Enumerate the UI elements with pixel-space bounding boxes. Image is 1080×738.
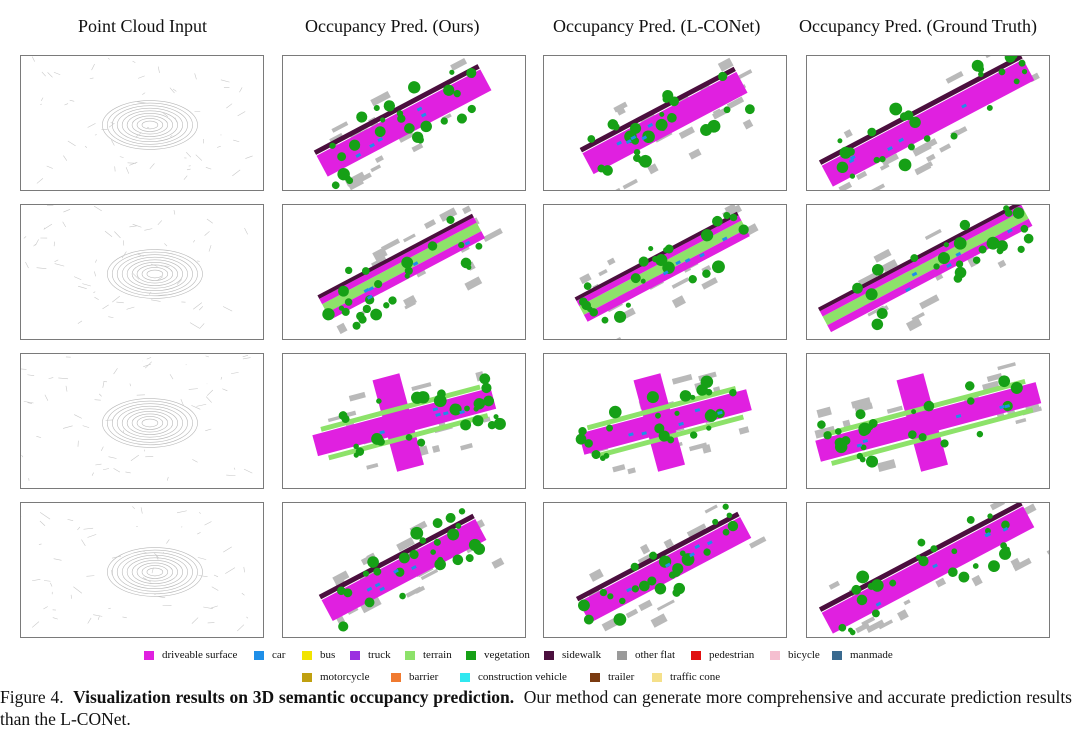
legend-swatch <box>302 650 312 660</box>
legend-label: vegetation <box>484 649 530 661</box>
figure-caption: Figure 4. Visualization results on 3D se… <box>0 686 1072 730</box>
legend-item-construction-vehicle: construction vehicle <box>460 671 567 683</box>
legend-label: motorcycle <box>320 671 370 683</box>
legend-label: barrier <box>409 671 439 683</box>
column-header-input: Point Cloud Input <box>78 16 208 36</box>
occupancy-render <box>318 508 505 632</box>
occupancy-render <box>313 57 492 190</box>
point-cloud-render <box>31 56 253 184</box>
legend-label: construction vehicle <box>478 671 567 683</box>
occupancy-render <box>579 57 755 190</box>
legend-item-barrier: barrier <box>391 671 438 683</box>
legend-swatch <box>350 650 360 660</box>
legend-item-car: car <box>254 649 285 661</box>
caption-title: Visualization results on 3D semantic occ… <box>73 687 515 707</box>
legend-swatch <box>691 650 701 660</box>
occupancy-render <box>575 371 752 475</box>
panel-row3-lconet <box>543 353 787 489</box>
legend-swatch <box>302 672 312 682</box>
panel-row3-ground-truth <box>806 353 1050 489</box>
legend-item-bus: bus <box>302 649 335 661</box>
panel-row3-ours <box>282 353 526 489</box>
legend-item-terrain: terrain <box>405 649 452 661</box>
column-header-lconet: Occupancy Pred. (L-CONet) <box>553 16 761 36</box>
panel-row2-ours <box>282 204 526 340</box>
column-header-ground-truth: Occupancy Pred. (Ground Truth) <box>799 16 1037 36</box>
panel-row4-lconet <box>543 502 787 638</box>
point-cloud-render <box>23 205 248 329</box>
legend-swatch <box>770 650 780 660</box>
legend-label: truck <box>368 649 391 661</box>
panel-row1-lconet <box>543 55 787 191</box>
panel-row4-ours <box>282 502 526 638</box>
column-header-ours: Occupancy Pred. (Ours) <box>305 16 480 36</box>
occupancy-render <box>817 205 1034 333</box>
legend-label: pedestrian <box>709 649 755 661</box>
legend-swatch <box>144 650 154 660</box>
legend-item-trailer: trailer <box>590 671 634 683</box>
legend-item-sidewalk: sidewalk <box>544 649 601 661</box>
legend-item-driveable-surface: driveable surface <box>144 649 237 661</box>
panel-row2-lconet <box>543 204 787 340</box>
legend-swatch <box>617 650 627 660</box>
legend-item-other-flat: other flat <box>617 649 675 661</box>
panel-row3-input <box>20 353 264 489</box>
occupancy-render <box>818 56 1040 190</box>
legend-item-motorcycle: motorcycle <box>302 671 369 683</box>
occupancy-render <box>574 205 759 339</box>
legend-item-traffic-cone: traffic cone <box>652 671 720 683</box>
legend-label: terrain <box>423 649 452 661</box>
legend-label: traffic cone <box>670 671 721 683</box>
legend-label: other flat <box>635 649 676 661</box>
panel-row2-ground-truth <box>806 204 1050 340</box>
legend-label: bicycle <box>788 649 820 661</box>
legend-label: driveable surface <box>162 649 238 661</box>
caption-prefix: Figure 4. <box>0 687 64 707</box>
legend-swatch <box>391 672 401 682</box>
caption-body: Our method can generate more comprehensi… <box>0 687 1072 729</box>
legend-swatch <box>466 650 476 660</box>
panel-row2-input <box>20 204 264 340</box>
point-cloud-render <box>21 355 253 481</box>
legend-item-pedestrian: pedestrian <box>691 649 754 661</box>
legend-item-bicycle: bicycle <box>770 649 820 661</box>
panel-row1-ground-truth <box>806 55 1050 191</box>
legend-item-manmade: manmade <box>832 649 893 661</box>
legend-label: sidewalk <box>562 649 602 661</box>
panel-row4-input <box>20 502 264 638</box>
legend-swatch <box>405 650 415 660</box>
occupancy-render <box>312 371 506 472</box>
legend-swatch <box>254 650 264 660</box>
legend-swatch <box>652 672 662 682</box>
occupancy-render <box>814 362 1042 472</box>
legend-label: manmade <box>850 649 893 661</box>
point-cloud-render <box>21 506 249 632</box>
legend-item-vegetation: vegetation <box>466 649 530 661</box>
legend-swatch <box>590 672 600 682</box>
legend-swatch <box>544 650 554 660</box>
occupancy-render <box>317 205 503 335</box>
legend-swatch <box>832 650 842 660</box>
panel-row1-input <box>20 55 264 191</box>
panel-row4-ground-truth <box>806 502 1050 638</box>
legend-swatch <box>460 672 470 682</box>
legend-item-truck: truck <box>350 649 391 661</box>
occupancy-render <box>818 503 1049 636</box>
legend-label: car <box>272 649 286 661</box>
legend-label: bus <box>320 649 336 661</box>
panel-row1-ours <box>282 55 526 191</box>
occupancy-render <box>575 503 767 632</box>
legend-label: trailer <box>608 671 635 683</box>
